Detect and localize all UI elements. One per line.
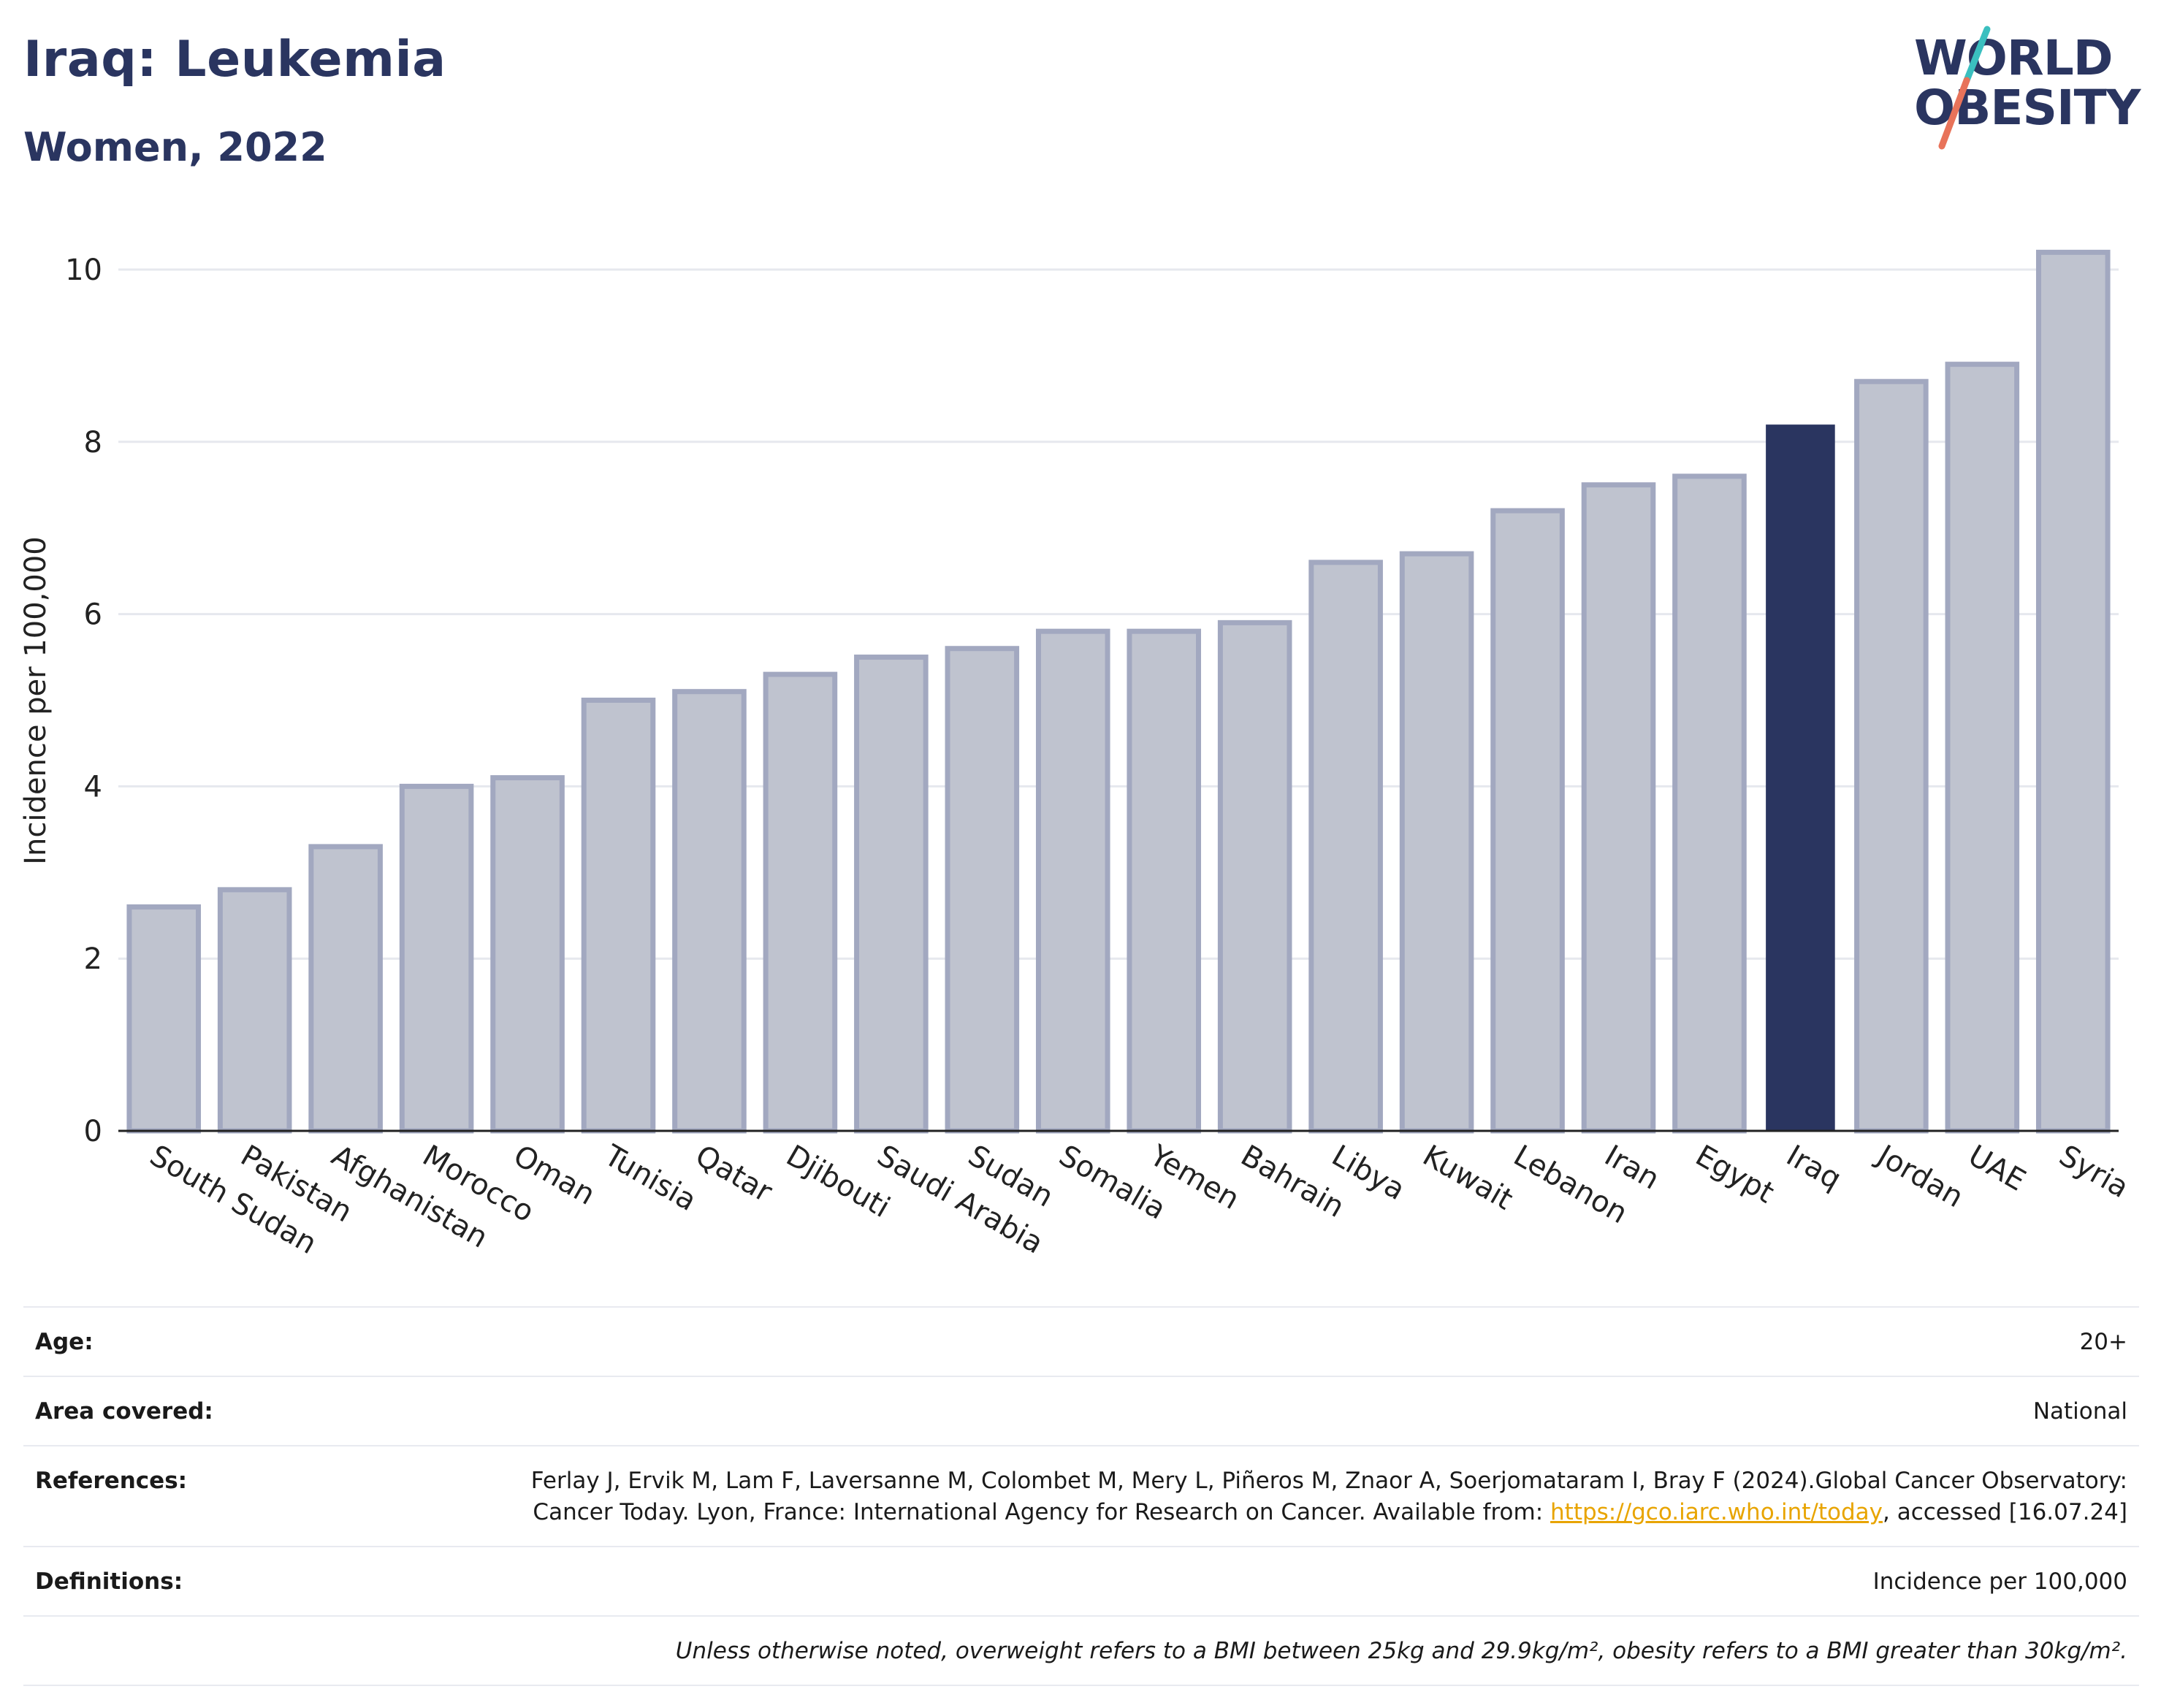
metadata-table: Age: 20+ Area covered: National Referenc… xyxy=(23,1306,2139,1686)
meta-row-references: References: Ferlay J, Ervik M, Lam F, La… xyxy=(23,1445,2139,1546)
x-tick-label: Djibouti xyxy=(780,1139,895,1224)
bar-egypt xyxy=(1672,473,1747,1134)
x-tick-label: Bahrain xyxy=(1235,1139,1350,1224)
bar-chart: 0 2 4 6 8 10 South SudanPakistanAfghanistanMo… xyxy=(19,249,2134,1261)
bars xyxy=(126,249,2111,1134)
bar-somalia xyxy=(1035,628,1110,1134)
x-axis-ticks: South SudanPakistanAfghanistanMoroccoOma… xyxy=(144,1137,2134,1261)
meta-value-age: 20+ xyxy=(2079,1329,2127,1355)
bar-afghanistan xyxy=(308,844,383,1134)
y-axis-title: Incidence per 100,000 xyxy=(19,536,53,865)
meta-row-area: Area covered: National xyxy=(23,1376,2139,1445)
x-tick-label: Egypt xyxy=(1690,1139,1780,1211)
bar-morocco xyxy=(399,783,474,1134)
bar-iran xyxy=(1581,482,1656,1134)
x-tick-label: Jordan xyxy=(1870,1137,1969,1214)
meta-row-definitions: Definitions: Incidence per 100,000 xyxy=(23,1546,2139,1615)
meta-label-area: Area covered: xyxy=(35,1398,213,1425)
bar-sudan xyxy=(945,646,1020,1134)
references-text: Ferlay J, Ervik M, Lam F, Laversanne M, … xyxy=(530,1468,2127,1525)
meta-value-area: National xyxy=(2032,1398,2127,1425)
bar-iraq xyxy=(1766,424,1835,1131)
bar-saudi-arabia xyxy=(854,655,929,1134)
logo-accent-teal xyxy=(1963,26,1991,84)
meta-value-references: Ferlay J, Ervik M, Lam F, Laversanne M, … xyxy=(447,1465,2127,1528)
meta-label-references: References: xyxy=(35,1468,188,1494)
bar-bahrain xyxy=(1217,619,1292,1134)
x-tick-label: Iraq xyxy=(1780,1139,1847,1197)
world-obesity-logo: WORLD OBESITY xyxy=(1914,26,2143,150)
bar-tunisia xyxy=(581,697,656,1134)
bar-libya xyxy=(1308,560,1383,1134)
bar-jordan xyxy=(1854,378,1929,1134)
x-tick-label: Syria xyxy=(2054,1139,2135,1205)
x-tick-label: UAE xyxy=(1962,1139,2031,1198)
y-tick-label: 8 xyxy=(84,426,102,460)
bar-qatar xyxy=(672,689,747,1134)
bar-uae xyxy=(1945,362,2020,1134)
y-tick-label: 0 xyxy=(84,1115,102,1148)
bar-djibouti xyxy=(763,671,838,1134)
bar-south-sudan xyxy=(126,904,202,1134)
page-subtitle: Women, 2022 xyxy=(23,124,327,170)
y-axis-ticks: 0 2 4 6 8 10 xyxy=(65,253,102,1148)
bar-oman xyxy=(490,775,565,1134)
logo-accent-coral xyxy=(1938,77,1970,150)
x-tick-label: Tunisia xyxy=(598,1138,702,1218)
meta-label-definitions: Definitions: xyxy=(35,1568,183,1595)
bar-lebanon xyxy=(1490,508,1565,1134)
x-tick-label: Kuwait xyxy=(1417,1139,1519,1217)
y-tick-label: 6 xyxy=(84,598,102,632)
bar-yemen xyxy=(1127,628,1202,1134)
page-title: Iraq: Leukemia xyxy=(23,31,446,88)
bar-syria xyxy=(2035,249,2111,1134)
x-tick-label: Qatar xyxy=(690,1139,778,1209)
meta-value-note: Unless otherwise noted, overweight refer… xyxy=(675,1638,2127,1664)
meta-row-age: Age: 20+ xyxy=(23,1306,2139,1376)
meta-label-age: Age: xyxy=(35,1329,94,1355)
references-link[interactable]: https://gco.iarc.who.int/today xyxy=(1550,1499,1883,1525)
y-tick-label: 10 xyxy=(65,253,102,287)
y-tick-label: 4 xyxy=(84,770,102,804)
meta-value-definitions: Incidence per 100,000 xyxy=(1872,1568,2127,1595)
meta-row-note: Unless otherwise noted, overweight refer… xyxy=(23,1615,2139,1686)
y-tick-label: 2 xyxy=(84,942,102,976)
references-accessed: , accessed [16.07.24] xyxy=(1882,1499,2127,1525)
bar-pakistan xyxy=(217,887,292,1134)
bar-kuwait xyxy=(1399,551,1474,1134)
logo-line-world: WORLD xyxy=(1914,30,2113,86)
